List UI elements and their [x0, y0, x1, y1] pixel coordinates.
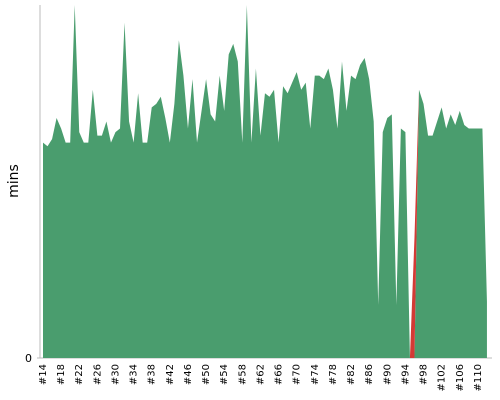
x-tick-label: #90 — [382, 364, 393, 385]
x-tick-label: #58 — [237, 364, 248, 385]
x-tick-label: #26 — [92, 364, 103, 385]
x-tick-label: #54 — [219, 364, 230, 385]
x-tick-label: #78 — [328, 364, 339, 385]
x-tick-label: #50 — [201, 364, 212, 385]
x-tick-label: #14 — [38, 364, 49, 385]
x-tick-label: #30 — [110, 364, 121, 385]
x-tick-label: #86 — [364, 364, 375, 385]
x-tick-label: #94 — [400, 364, 411, 385]
x-tick-label: #22 — [74, 364, 85, 385]
x-tick-label: #74 — [310, 364, 321, 385]
area — [43, 5, 487, 358]
y-axis-label: mins — [6, 164, 22, 198]
x-tick-label: #98 — [419, 364, 430, 385]
x-tick-label: #102 — [437, 364, 448, 391]
x-tick-label: #38 — [147, 364, 158, 385]
x-tick-label: #82 — [346, 364, 357, 385]
x-tick-label: #46 — [183, 364, 194, 385]
x-tick-label: #66 — [274, 364, 285, 385]
x-tick-label: #106 — [455, 364, 466, 391]
x-tick-label: #62 — [255, 364, 266, 385]
y-tick-label: 0 — [25, 352, 32, 365]
x-tick-label: #70 — [292, 364, 303, 385]
area — [409, 89, 419, 358]
x-tick-label: #18 — [56, 364, 67, 385]
x-tick-label: #42 — [165, 364, 176, 385]
x-tick-label: #110 — [473, 364, 484, 391]
x-tick-label: #34 — [129, 364, 140, 385]
